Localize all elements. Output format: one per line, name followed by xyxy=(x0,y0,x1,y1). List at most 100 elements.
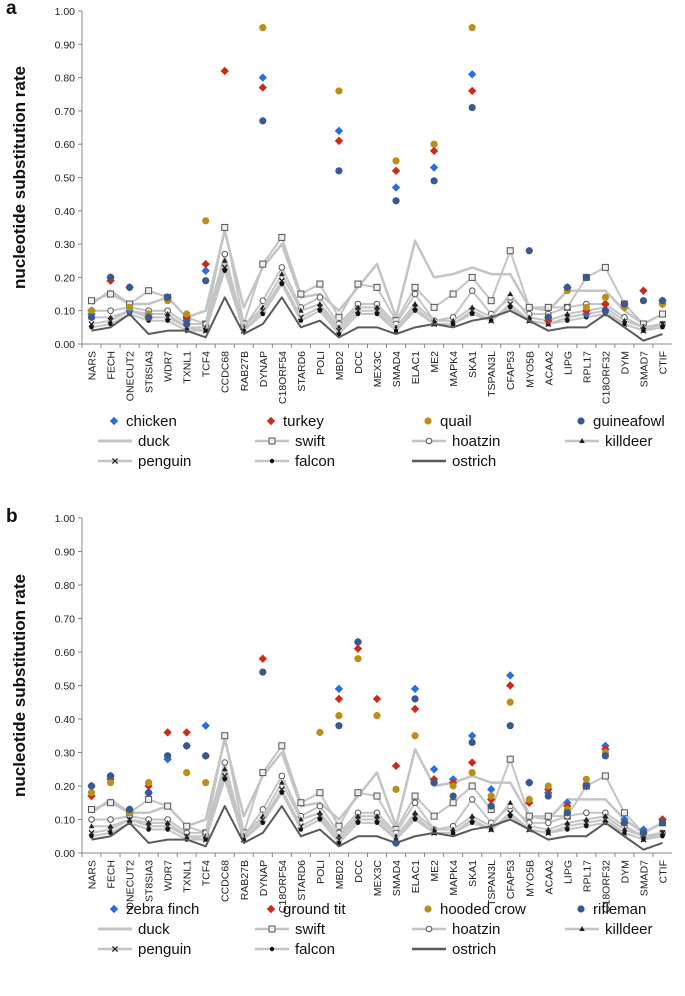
killdeer-point xyxy=(583,816,590,822)
swift-point xyxy=(145,795,153,803)
x-tick-label: SKA1 xyxy=(467,351,479,378)
x-tick-label: SKA1 xyxy=(467,860,479,887)
hoatzin-point xyxy=(316,294,324,301)
legend-item-zebra-finch: zebra finch xyxy=(109,901,199,918)
swift-point xyxy=(373,792,381,800)
rifleman-point xyxy=(506,722,514,730)
hooded-crow-point xyxy=(582,775,590,783)
rifleman-point xyxy=(582,782,590,790)
legend-item-turkey: turkey xyxy=(266,413,324,430)
falcon-point xyxy=(412,817,418,822)
x-tick-label: LIPG xyxy=(562,860,574,884)
swift-point xyxy=(525,812,533,820)
falcon-point xyxy=(298,318,304,323)
rifleman-point xyxy=(145,789,153,797)
x-tick-label: WDR7 xyxy=(163,351,175,382)
penguin-point xyxy=(373,307,381,314)
swift-point xyxy=(145,287,153,295)
rifleman-point xyxy=(202,752,210,760)
killdeer-point xyxy=(164,819,171,825)
guineafowl-point xyxy=(525,247,533,255)
legend-item-guineafowl: guineafowl xyxy=(577,413,665,430)
hooded-crow-point xyxy=(487,792,495,800)
panel-a: a nucleotide substitution rate 0.00 0.10 0.2… xyxy=(6,0,672,470)
penguin-point xyxy=(469,307,476,314)
swift-point xyxy=(183,822,191,830)
killdeer-point xyxy=(317,809,323,815)
killdeer-point xyxy=(469,813,475,819)
swift-point xyxy=(297,799,305,807)
legend-label: swift xyxy=(295,921,326,938)
hoatzin-point xyxy=(411,290,419,298)
falcon-point xyxy=(108,321,113,327)
penguin-point xyxy=(164,823,171,830)
x-tick-label: ELAC1 xyxy=(410,351,422,384)
falcon-point xyxy=(565,827,570,832)
penguin-point xyxy=(278,786,285,793)
x-tick-label: DCC xyxy=(353,351,365,374)
falcon-point xyxy=(165,827,170,832)
x-tick-label: TCF4 xyxy=(201,351,213,377)
legend-label: zebra finch xyxy=(126,901,199,918)
legend-item-duck: duck xyxy=(98,433,170,450)
falcon-point xyxy=(222,777,227,782)
penguin-point xyxy=(507,300,514,308)
killdeer-point xyxy=(450,317,456,323)
guineafowl-point xyxy=(468,103,476,112)
rifleman-point xyxy=(392,839,400,847)
y-tick-label: 1.00 xyxy=(55,513,76,525)
chicken-point xyxy=(467,70,477,79)
penguin-point xyxy=(659,320,666,328)
hooded-crow-point xyxy=(87,789,96,797)
falcon-point xyxy=(374,820,380,826)
hoatzin-point xyxy=(316,802,324,810)
x-tick-label: MAPK4 xyxy=(448,860,460,896)
legend-swatch xyxy=(109,904,119,914)
hoatzin-point xyxy=(221,759,229,766)
legend-item-swift: swift xyxy=(255,921,326,938)
quail-point xyxy=(430,140,438,148)
legend-item-swift: swift xyxy=(255,433,326,450)
killdeer-point xyxy=(431,317,437,323)
hoatzin-point xyxy=(583,809,590,817)
guineafowl-point xyxy=(202,277,210,285)
swift-point xyxy=(88,297,96,305)
x-tick-label: FECH xyxy=(106,860,118,889)
x-tick-label: DYM xyxy=(619,860,631,883)
zebra-finch-point xyxy=(201,721,210,730)
killdeer-point xyxy=(602,813,609,819)
hooded-crow-point xyxy=(449,782,457,790)
legend-swatch-marker xyxy=(268,437,276,445)
legend-label: killdeer xyxy=(605,921,653,938)
x-tick-label: CCDC68 xyxy=(220,860,232,902)
rifleman-point xyxy=(639,829,648,837)
quail-point xyxy=(125,303,134,311)
falcon-point xyxy=(260,820,266,826)
hoatzin-point xyxy=(468,287,476,295)
rifleman-point xyxy=(87,782,96,790)
swift-point xyxy=(411,792,419,800)
quail-point xyxy=(259,24,267,32)
rifleman-point xyxy=(125,805,134,814)
quail-point xyxy=(468,24,476,32)
legend-label: ostrich xyxy=(452,941,496,958)
x-tick-label: ELAC1 xyxy=(410,860,422,893)
zebra-finch-point xyxy=(506,671,515,680)
legend-swatch xyxy=(577,417,585,425)
swift-point xyxy=(411,283,419,291)
quail-point xyxy=(582,303,590,311)
panel-b: b nucleotide substitution rate 0.00 0.10 0.2… xyxy=(6,506,672,958)
penguin-point xyxy=(316,813,323,820)
rifleman-point xyxy=(259,668,267,676)
ground-tit-point xyxy=(372,694,382,704)
x-tick-label: C18ORF54 xyxy=(277,351,289,404)
turkey-point xyxy=(391,166,401,176)
penguin-point xyxy=(659,829,666,836)
falcon-point xyxy=(660,834,665,839)
y-tick-label: 0.40 xyxy=(55,206,76,218)
series-ostrich xyxy=(91,296,663,342)
legend-item-rifleman: rifleman xyxy=(577,901,646,918)
hooded-crow-point xyxy=(145,779,153,787)
y-tick-label: 0.40 xyxy=(55,714,76,726)
legend-swatch xyxy=(577,905,585,913)
